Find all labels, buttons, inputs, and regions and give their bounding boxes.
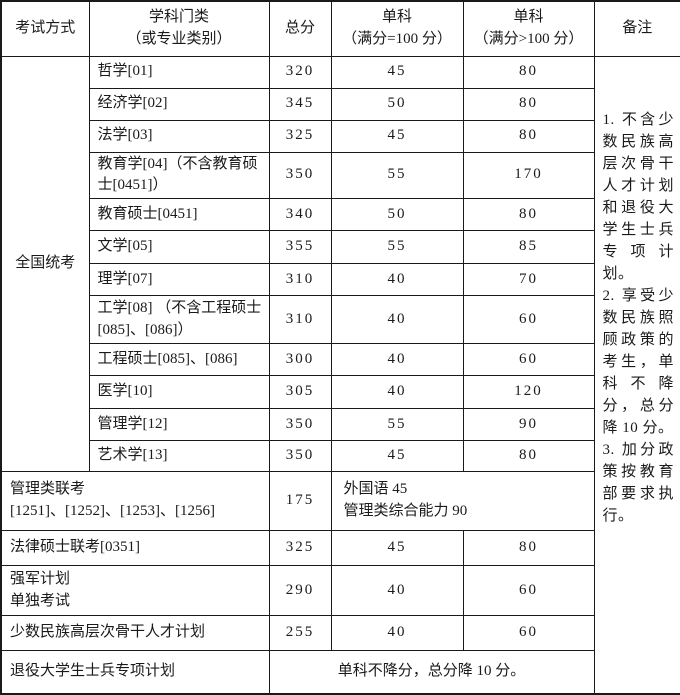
subject-cell: 医学[10]	[88, 375, 270, 409]
header-remarks: 备注	[593, 0, 680, 57]
subject-cell: 文学[05]	[88, 230, 270, 264]
remark-note-3: 3. 加分政策按教育部要求执行。	[602, 441, 674, 524]
total-cell: 350	[268, 151, 332, 199]
table-row: 艺术学[13] 350 45 80	[1, 440, 680, 472]
exam-method-national: 全国统考	[0, 55, 90, 472]
exam-method-minority: 少数民族高层次骨干人才计划	[0, 615, 270, 651]
single-gt100-cell: 60	[462, 565, 595, 616]
single100-cell: 40	[330, 295, 464, 344]
single100-cell: 55	[330, 230, 464, 264]
total-cell: 175	[268, 471, 332, 531]
single100-cell: 40	[330, 565, 464, 616]
subject-cell: 法学[03]	[88, 119, 270, 153]
total-cell: 350	[268, 408, 332, 441]
subject-cell: 艺术学[13]	[88, 440, 270, 472]
veteran-policy-cell: 单科不降分，总分降 10 分。	[268, 650, 595, 694]
single-gt100-cell: 80	[462, 87, 595, 121]
total-cell: 300	[268, 343, 332, 376]
single-gt100-cell: 90	[462, 408, 595, 441]
single-gt100-cell: 80	[462, 119, 595, 153]
exam-method-military: 强军计划 单独考试	[0, 565, 270, 616]
total-cell: 290	[268, 565, 332, 616]
subject-cell: 教育学[04]（不含教育硕士[0451]）	[88, 151, 270, 199]
single-gt100-cell: 80	[462, 530, 595, 566]
subject-cell: 理学[07]	[88, 263, 270, 296]
total-cell: 305	[268, 375, 332, 409]
single-gt100-cell: 80	[462, 198, 595, 231]
table-row-management: 管理类联考 [1251]、[1252]、[1253]、[1256] 175 外国…	[0, 471, 680, 531]
table-row-veteran: 退役大学生士兵专项计划 单科不降分，总分降 10 分。	[0, 650, 680, 694]
table-row: 工程硕士[085]、[086] 300 40 60	[1, 343, 680, 376]
subject-cell: 教育硕士[0451]	[88, 198, 270, 231]
table-row: 经济学[02] 345 50 80	[1, 87, 680, 121]
single-gt100-cell: 70	[462, 263, 595, 296]
single100-cell: 50	[330, 87, 464, 121]
table-row: 理学[07] 310 40 70	[1, 263, 680, 296]
single-gt100-cell: 60	[462, 615, 595, 651]
total-cell: 255	[268, 615, 332, 651]
header-single-gt100: 单科 （满分>100 分）	[462, 0, 595, 57]
single-gt100-cell: 60	[462, 343, 595, 376]
single100-cell: 40	[330, 263, 464, 296]
total-cell: 320	[268, 55, 332, 89]
single100-cell: 55	[330, 151, 464, 199]
total-cell: 310	[268, 295, 332, 344]
table-row: 医学[10] 305 40 120	[1, 375, 680, 409]
single100-cell: 40	[330, 375, 464, 409]
table-row: 法学[03] 325 45 80	[1, 119, 680, 153]
single-gt100-cell: 80	[462, 55, 595, 89]
subject-cell: 管理学[12]	[88, 408, 270, 441]
single-gt100-cell: 60	[462, 295, 595, 344]
single100-cell: 40	[330, 343, 464, 376]
total-cell: 325	[268, 530, 332, 566]
subject-cell: 工学[08] （不含工程硕士[085]、[086]）	[88, 295, 270, 344]
table-row: 工学[08] （不含工程硕士[085]、[086]） 310 40 60	[1, 295, 680, 344]
header-row: 考试方式 学科门类 （或专业类别） 总分 单科 （满分=100 分） 单科 （满…	[0, 0, 680, 57]
subject-cell: 工程硕士[085]、[086]	[88, 343, 270, 376]
single-gt100-cell: 170	[462, 151, 595, 199]
total-cell: 310	[268, 263, 332, 296]
table-row: 文学[05] 355 55 85	[1, 230, 680, 264]
total-cell: 325	[268, 119, 332, 153]
single100-cell: 45	[330, 119, 464, 153]
remark-note-1: 1. 不含少数民族高层次骨干人才计划和退役大学生士兵专项计划。	[602, 111, 674, 282]
exam-method-law: 法律硕士联考[0351]	[0, 530, 270, 566]
single-gt100-cell: 80	[462, 440, 595, 472]
table-row: 教育硕士[0451] 340 50 80	[1, 198, 680, 231]
header-single-eq100: 单科 （满分=100 分）	[330, 0, 464, 57]
total-cell: 340	[268, 198, 332, 231]
header-total-score: 总分	[268, 0, 332, 57]
single100-cell: 50	[330, 198, 464, 231]
subject-cell: 哲学[01]	[88, 55, 270, 89]
single100-cell: 45	[330, 530, 464, 566]
subject-cell: 经济学[02]	[88, 87, 270, 121]
table-row-minority: 少数民族高层次骨干人才计划 255 40 60	[0, 615, 680, 651]
exam-method-management: 管理类联考 [1251]、[1252]、[1253]、[1256]	[0, 471, 270, 531]
single100-cell: 40	[330, 615, 464, 651]
management-single-scores: 外国语 45 管理类综合能力 90	[330, 471, 595, 531]
total-cell: 345	[268, 87, 332, 121]
total-cell: 350	[268, 440, 332, 472]
table-row-law: 法律硕士联考[0351] 325 45 80	[0, 530, 680, 566]
single100-cell: 55	[330, 408, 464, 441]
table-row-military: 强军计划 单独考试 290 40 60	[0, 565, 680, 616]
header-subject-category: 学科门类 （或专业类别）	[88, 0, 270, 57]
single-gt100-cell: 120	[462, 375, 595, 409]
exam-method-veteran: 退役大学生士兵专项计划	[0, 650, 270, 694]
remark-note-2: 2. 享受少数民族照顾政策的考生，单科不降分，总分降 10 分。	[602, 287, 674, 436]
header-exam-method: 考试方式	[0, 0, 90, 57]
table-row: 全国统考 哲学[01] 320 45 80 1. 不含少数民族高层次骨干人才计划…	[0, 55, 680, 694]
single100-cell: 45	[330, 440, 464, 472]
single100-cell: 45	[330, 55, 464, 89]
table-row: 管理学[12] 350 55 90	[1, 408, 680, 441]
single-gt100-cell: 85	[462, 230, 595, 264]
total-cell: 355	[268, 230, 332, 264]
remarks-cell: 1. 不含少数民族高层次骨干人才计划和退役大学生士兵专项计划。 2. 享受少数民…	[593, 55, 680, 694]
table-row: 教育学[04]（不含教育硕士[0451]） 350 55 170	[1, 151, 680, 199]
